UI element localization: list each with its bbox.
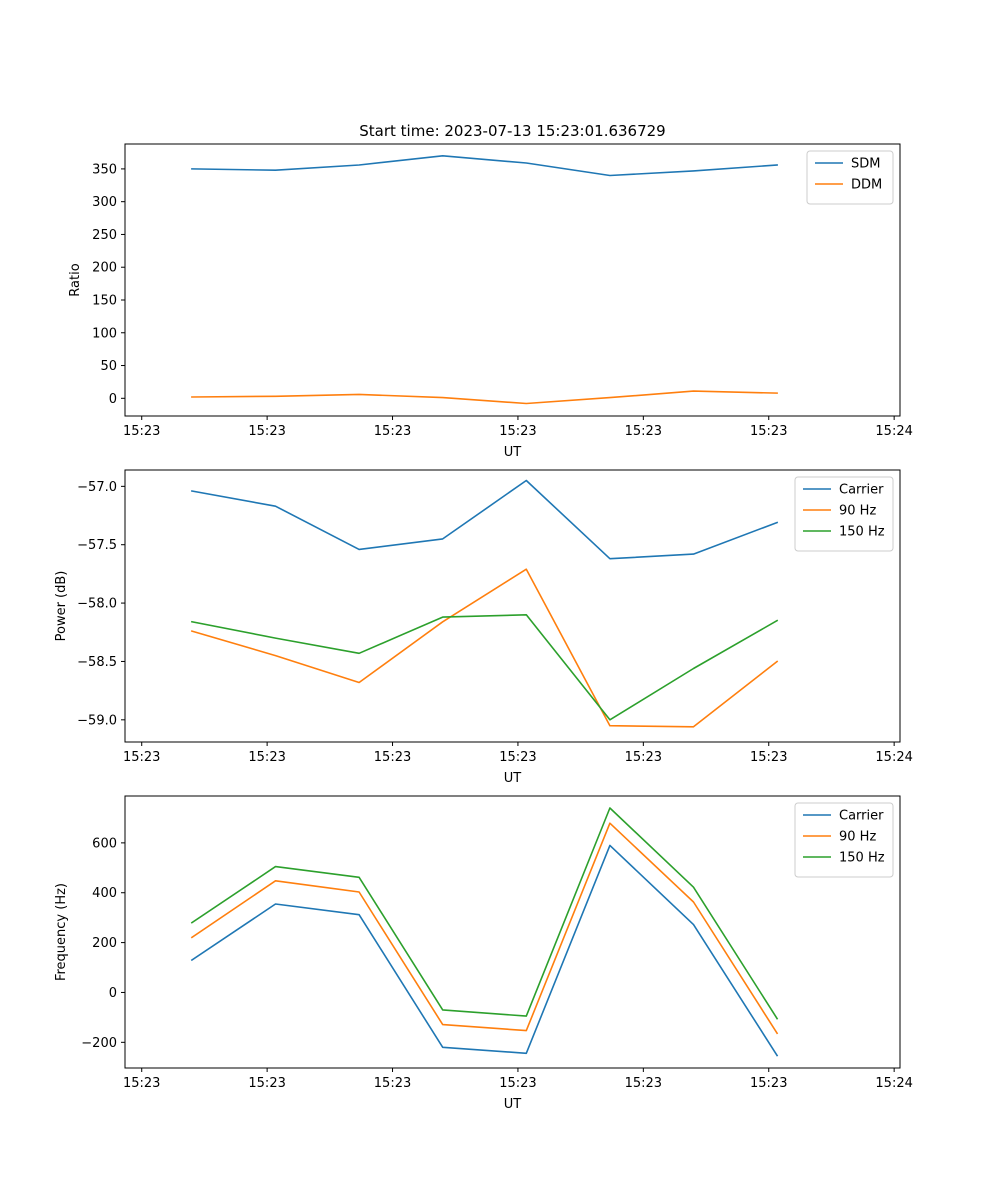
subplot-2: 15:23 15:23 15:23 15:23 15:23 15:23 15:24 −59.0… <box>54 469 913 786</box>
x-tick-label: 15:23 <box>248 1076 285 1091</box>
series-line-150-hz <box>190 807 779 1020</box>
legend-frame <box>794 802 894 878</box>
series-line-90-hz <box>190 568 779 728</box>
series-line-carrier <box>190 844 779 1057</box>
legend-frame <box>806 150 894 205</box>
y-tick-label: 150 <box>92 293 117 308</box>
x-tick-label: 15:23 <box>374 750 411 765</box>
x-tick-label: 15:24 <box>875 750 912 765</box>
x-tick-label: 15:23 <box>625 1076 662 1091</box>
x-tick-label: 15:23 <box>248 750 285 765</box>
y-tick-label: 50 <box>100 359 117 374</box>
y-tick-label: −57.0 <box>77 480 117 495</box>
y-tick-label: 100 <box>92 326 117 341</box>
legend: Carrier 90 Hz 150 Hz <box>794 802 894 878</box>
legend-label: 90 Hz <box>839 830 876 845</box>
y-tick-label: 300 <box>92 195 117 210</box>
series-line-ddm <box>191 390 778 405</box>
x-tick-label: 15:24 <box>875 1076 912 1091</box>
series-line-sdm <box>191 155 778 177</box>
y-tick-label: 200 <box>92 936 117 951</box>
legend-label: 150 Hz <box>839 525 885 540</box>
y-tick-label: −57.5 <box>77 538 117 553</box>
y-axis-label: Ratio <box>68 263 83 296</box>
y-tick-label: 0 <box>109 986 117 1001</box>
legend: SDM DDM <box>806 150 894 205</box>
y-tick-label: −58.5 <box>77 655 117 670</box>
legend-label: 90 Hz <box>839 504 876 519</box>
x-tick-label: 15:23 <box>248 424 285 439</box>
y-tick-label: 0 <box>109 392 117 407</box>
x-tick-label: 15:23 <box>750 1076 787 1091</box>
y-tick-label: −58.0 <box>77 597 117 612</box>
legend: Carrier 90 Hz 150 Hz <box>794 476 894 552</box>
x-axis-label: UT <box>504 445 522 460</box>
x-tick-label: 15:23 <box>625 750 662 765</box>
series-line-150-hz <box>190 613 779 721</box>
x-tick-label: 15:23 <box>123 424 160 439</box>
y-tick-label: −59.0 <box>77 713 117 728</box>
x-tick-label: 15:23 <box>374 1076 411 1091</box>
x-tick-label: 15:23 <box>499 750 536 765</box>
legend-label: SDM <box>851 157 880 172</box>
legend-frame <box>794 476 894 552</box>
x-tick-label: 15:23 <box>750 424 787 439</box>
subplot-1: Start time: 2023-07-13 15:23:01.636729 15… <box>68 122 913 460</box>
x-tick-label: 15:24 <box>875 424 912 439</box>
chart-title: Start time: 2023-07-13 15:23:01.636729 <box>359 122 665 140</box>
subplot-3: 15:23 15:23 15:23 15:23 15:23 15:23 15:24 −200 0… <box>54 795 913 1112</box>
series-line-90-hz <box>190 822 779 1035</box>
legend-label: DDM <box>851 178 882 193</box>
x-tick-label: 15:23 <box>123 1076 160 1091</box>
y-axis-label: Power (dB) <box>54 571 69 642</box>
plot-frame <box>124 469 901 743</box>
x-tick-label: 15:23 <box>123 750 160 765</box>
legend-label: Carrier <box>839 483 884 498</box>
plot-frame <box>124 143 901 417</box>
x-tick-label: 15:23 <box>499 424 536 439</box>
plot-frame <box>124 795 901 1069</box>
legend-label: 150 Hz <box>839 851 885 866</box>
x-tick-label: 15:23 <box>625 424 662 439</box>
legend-label: Carrier <box>839 809 884 824</box>
y-tick-label: 250 <box>92 228 117 243</box>
x-tick-label: 15:23 <box>750 750 787 765</box>
x-axis-label: UT <box>504 771 522 786</box>
y-tick-label: 200 <box>92 261 117 276</box>
y-tick-label: 600 <box>92 836 117 851</box>
x-tick-label: 15:23 <box>499 1076 536 1091</box>
series-line-carrier <box>190 479 779 560</box>
y-tick-label: 350 <box>92 162 117 177</box>
x-tick-label: 15:23 <box>374 424 411 439</box>
y-axis-label: Frequency (Hz) <box>54 883 69 981</box>
y-tick-label: −200 <box>81 1036 117 1051</box>
y-tick-label: 400 <box>92 886 117 901</box>
x-axis-label: UT <box>504 1097 522 1112</box>
